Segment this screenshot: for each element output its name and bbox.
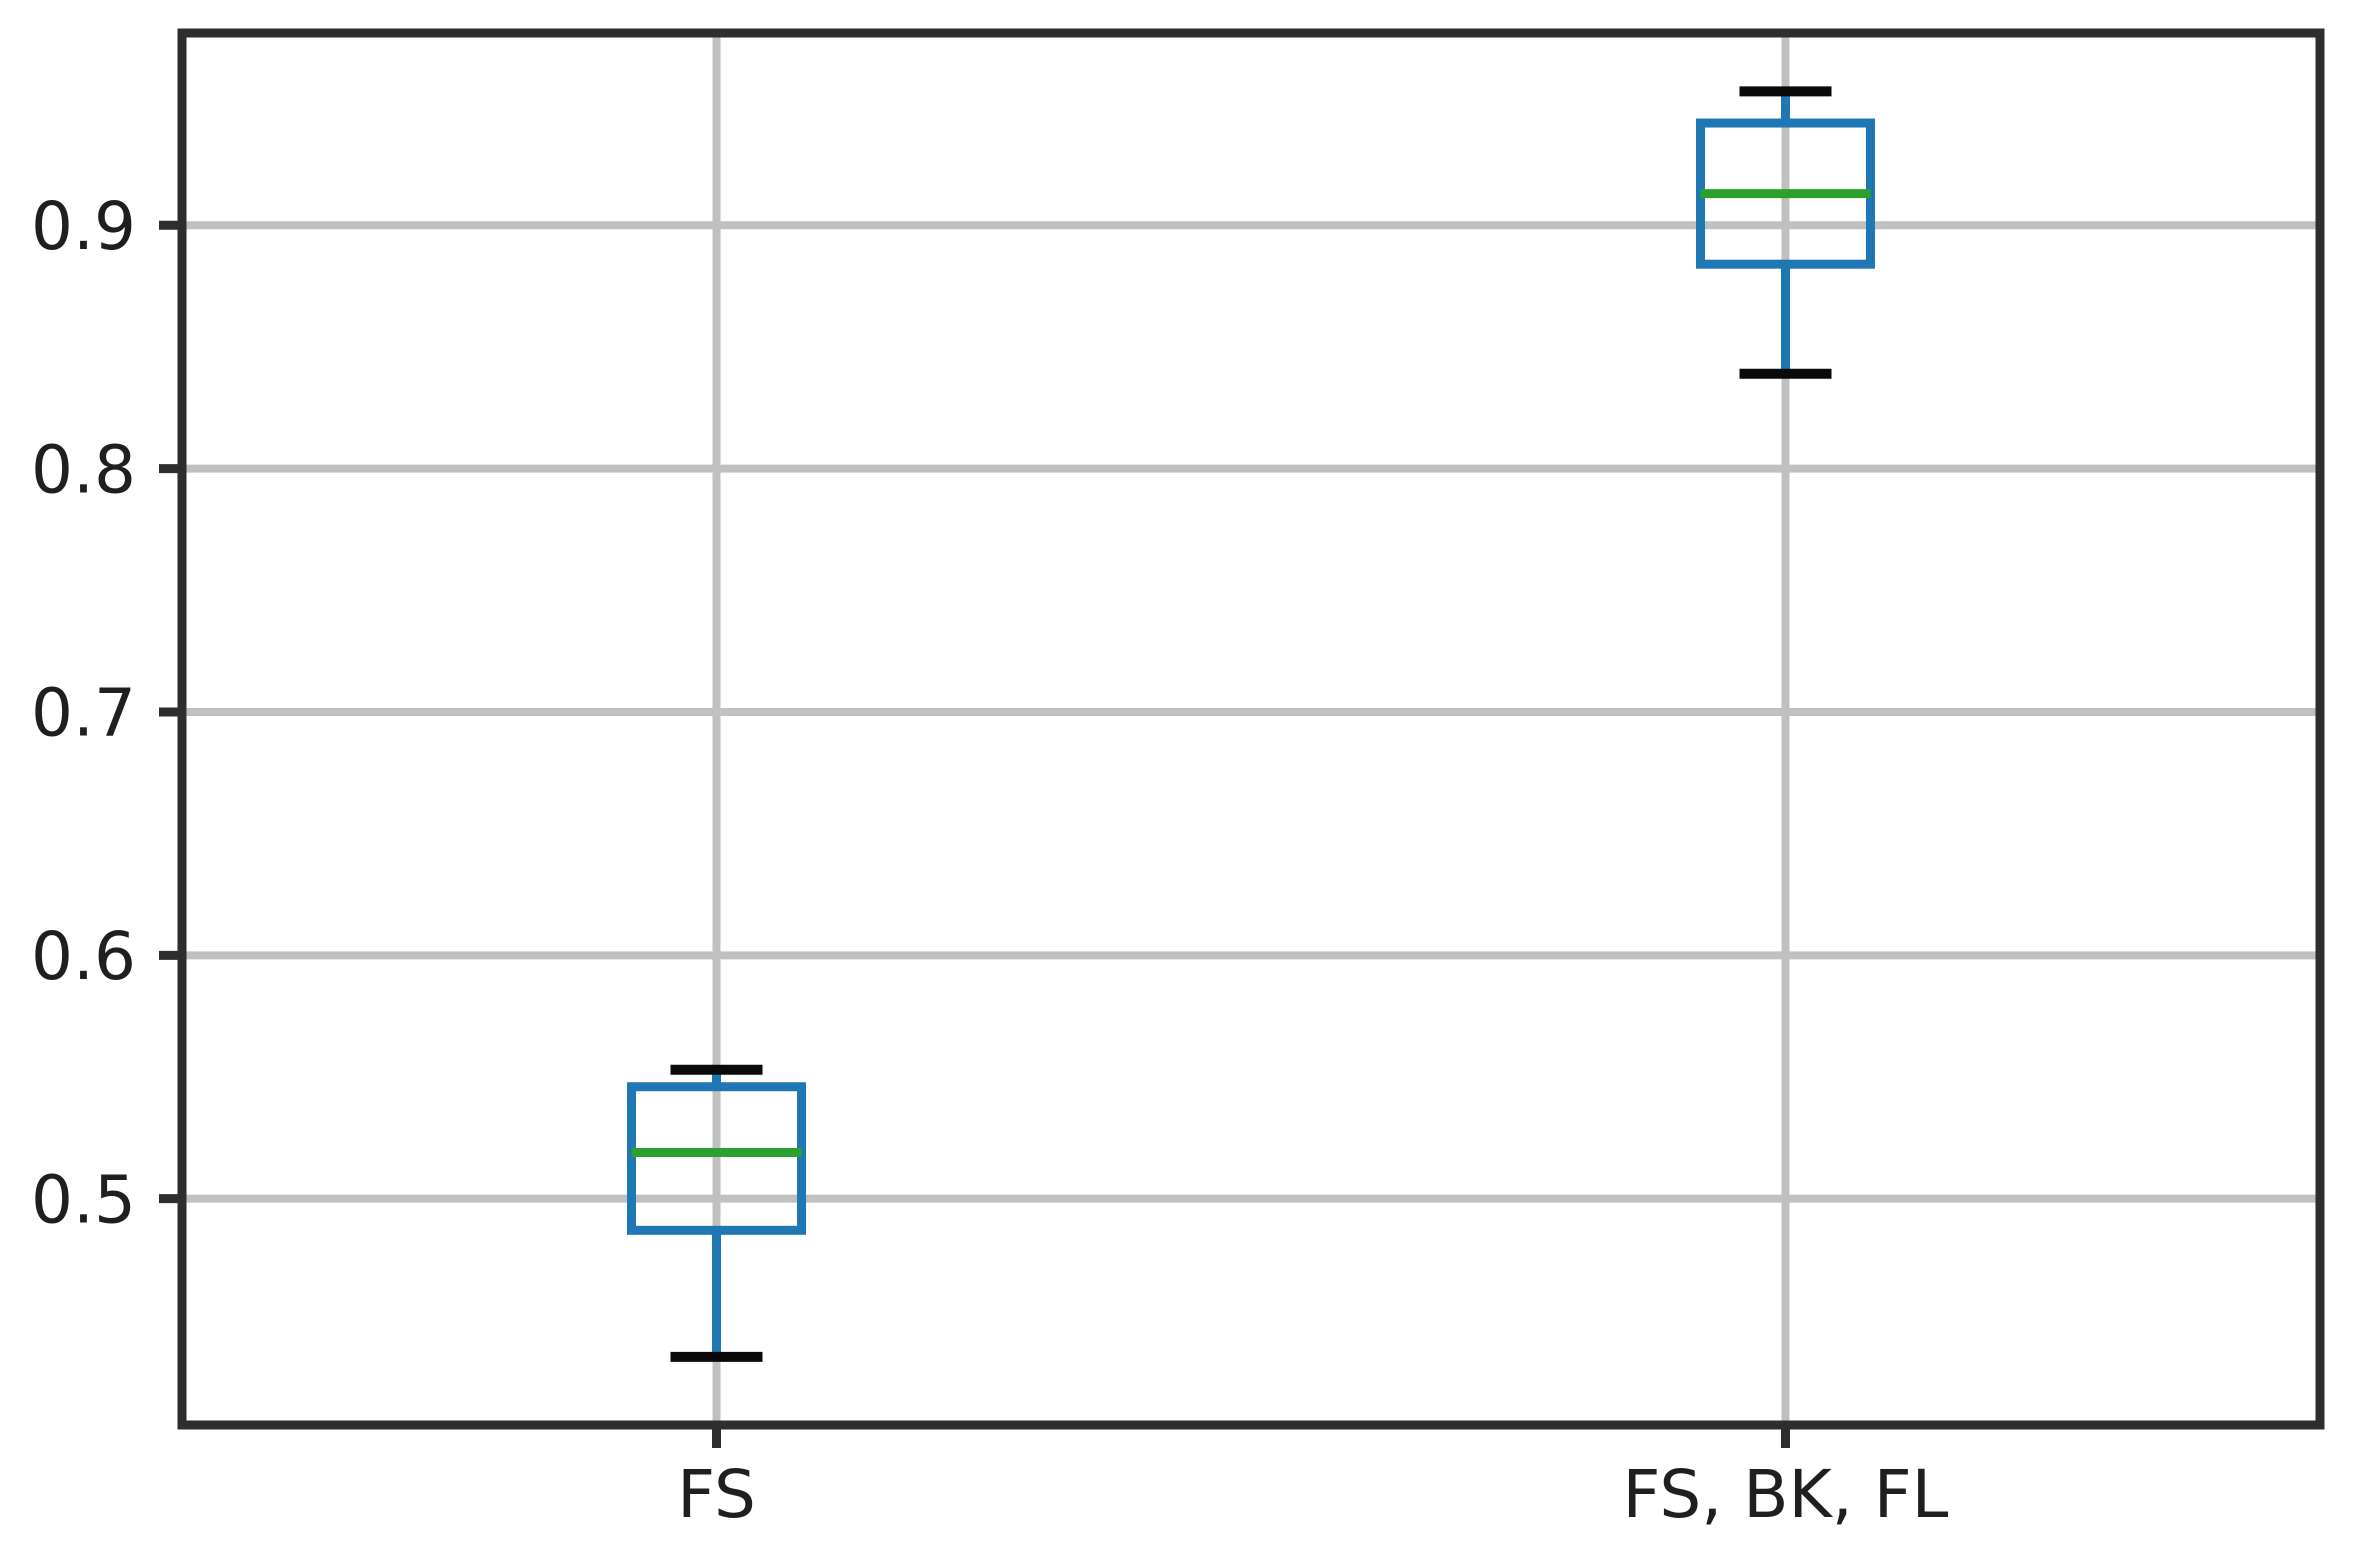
x-tick-label: FS, BK, FL	[1623, 1456, 1949, 1533]
box-group-fs-bk-fl	[1696, 86, 1875, 379]
plot-area	[182, 33, 2320, 1425]
axes-spines	[177, 28, 2325, 1430]
x-tick-label: FS	[677, 1456, 756, 1533]
y-tick-label: 0.8	[31, 431, 136, 508]
y-tick-label: 0.6	[31, 918, 136, 995]
box-group-fs	[627, 1064, 806, 1362]
y-tick-label: 0.5	[31, 1161, 136, 1238]
y-tick-label: 0.9	[31, 188, 136, 265]
y-tick-label: 0.7	[31, 675, 136, 752]
iqr-box	[627, 1082, 806, 1235]
